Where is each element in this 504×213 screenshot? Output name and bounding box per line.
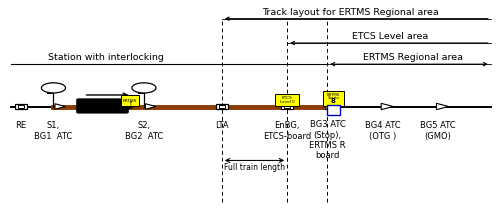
Circle shape — [132, 83, 156, 93]
Text: LTA: LTA — [215, 121, 229, 130]
Text: ETCS Level area: ETCS Level area — [352, 32, 428, 41]
Polygon shape — [127, 101, 139, 110]
Bar — [327, 105, 340, 115]
Bar — [284, 105, 290, 108]
Text: EnBG,
ETCS-board: EnBG, ETCS-board — [263, 121, 311, 141]
Text: Full train length: Full train length — [224, 163, 285, 172]
Polygon shape — [55, 104, 66, 109]
Polygon shape — [381, 103, 393, 110]
Bar — [216, 104, 228, 109]
Text: S1,
BG1  ATC: S1, BG1 ATC — [34, 121, 73, 141]
Bar — [121, 95, 140, 106]
Text: BG3 ATC
(Stop),
ERTMS R
board: BG3 ATC (Stop), ERTMS R board — [309, 120, 346, 160]
Text: ERTMS: ERTMS — [327, 93, 340, 97]
Text: ERTMS: ERTMS — [123, 99, 138, 104]
Text: ETCS: ETCS — [282, 96, 293, 100]
Text: Level 0: Level 0 — [280, 100, 294, 104]
Bar — [275, 94, 299, 106]
FancyBboxPatch shape — [77, 99, 129, 113]
Bar — [219, 105, 225, 108]
Bar — [281, 104, 293, 109]
Circle shape — [41, 83, 66, 93]
Polygon shape — [436, 103, 449, 110]
Text: 8: 8 — [331, 98, 336, 104]
Text: ERTMS Regional area: ERTMS Regional area — [363, 53, 463, 62]
Polygon shape — [146, 104, 156, 109]
Bar — [15, 104, 27, 109]
Text: Starts: Starts — [328, 96, 339, 100]
Bar — [18, 105, 24, 108]
Text: ↑: ↑ — [128, 101, 133, 107]
Text: Track layout for ERTMS Regional area: Track layout for ERTMS Regional area — [262, 8, 438, 17]
Text: BG4 ATC
(OTG ): BG4 ATC (OTG ) — [365, 121, 401, 141]
Bar — [323, 91, 344, 106]
Text: Station with interlocking: Station with interlocking — [48, 53, 164, 62]
Polygon shape — [326, 103, 338, 110]
Text: BG5 ATC
(GMO): BG5 ATC (GMO) — [420, 121, 456, 141]
Text: S2,
BG2  ATC: S2, BG2 ATC — [125, 121, 163, 141]
Text: RE: RE — [15, 121, 26, 130]
